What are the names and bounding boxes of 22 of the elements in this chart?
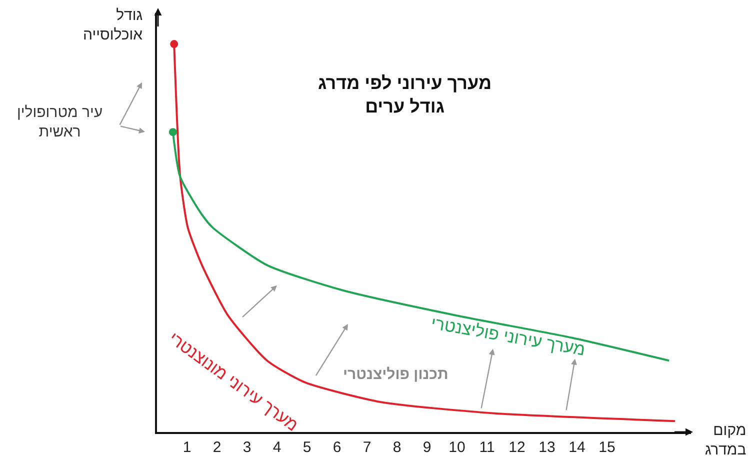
x-tick-label: 2 (212, 438, 222, 456)
y-axis-title: גודל אוכלוסייה (83, 7, 144, 44)
annotation: תכנון פוליצנטרי (343, 366, 448, 383)
x-tick-label: 10 (448, 438, 466, 456)
text: מערך עירוני לפי מדרג גודל ערים (318, 73, 492, 116)
x-tick-label: 4 (272, 438, 282, 456)
x-tick-label: 1 (182, 438, 192, 456)
x-tick-label: 14 (568, 438, 586, 456)
x-tick-label: 8 (392, 438, 402, 456)
text: מערך עירוני פוליצנטרי (430, 314, 587, 360)
text: מערך עירוני מונוצנטרי (165, 328, 302, 435)
text: עיר מטרופולין ראשית (17, 104, 103, 140)
x-tick-label: 5 (302, 438, 312, 456)
x-tick-label: 12 (508, 438, 526, 456)
x-tick-label: 13 (538, 438, 556, 456)
x-tick-label: 7 (362, 438, 372, 456)
x-tick-label: 11 (479, 438, 495, 456)
x-tick-label: 15 (598, 438, 616, 456)
x-tick-label: 6 (332, 438, 342, 456)
x-axis-title: מקום במדרג (705, 422, 746, 458)
x-tick-label: 9 (422, 438, 432, 456)
x-tick-label: 3 (242, 438, 252, 456)
